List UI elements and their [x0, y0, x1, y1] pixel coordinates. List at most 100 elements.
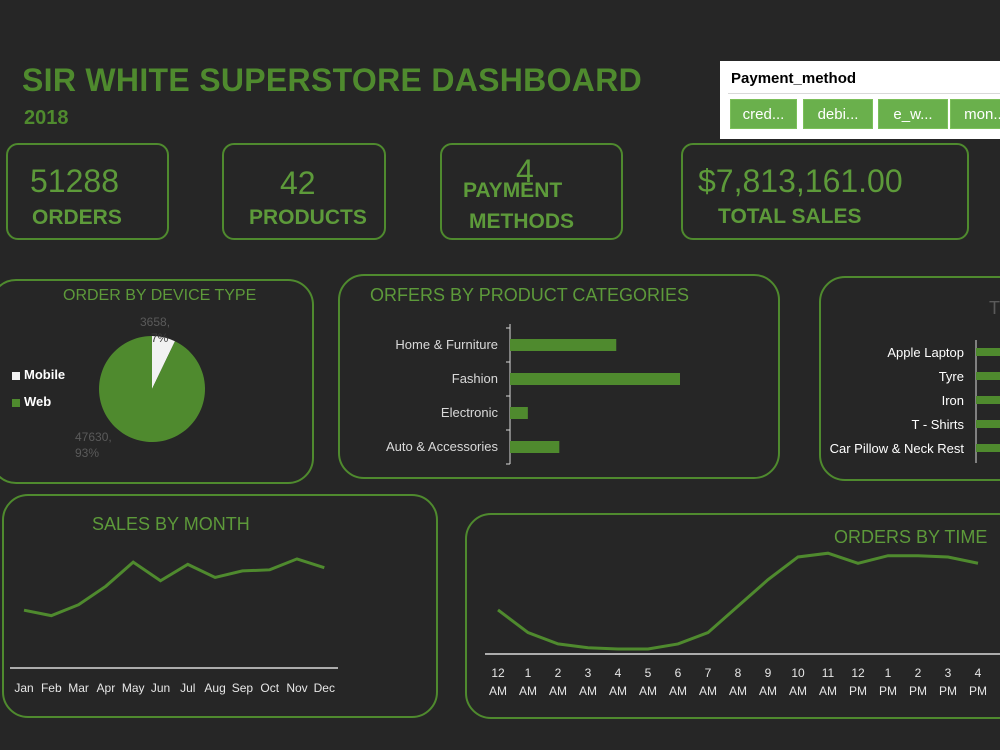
time-label-hour: 12	[491, 666, 505, 680]
month-label: Feb	[41, 681, 62, 695]
month-label: Mar	[68, 681, 89, 695]
time-label-hour: 1	[885, 666, 892, 680]
time-label-period: AM	[639, 684, 657, 698]
time-label-period: AM	[549, 684, 567, 698]
top-product-label: Iron	[942, 393, 964, 408]
sales-by-month-panel: SALES BY MONTH Jan Feb Mar Apr May Jun Jul Aug S…	[2, 494, 438, 718]
category-label: Fashion	[452, 371, 498, 386]
category-bar[interactable]	[510, 407, 528, 419]
kpi-total-sales-card: $7,813,161.00 TOTAL SALES	[681, 143, 969, 240]
kpi-products-value: 42	[280, 165, 316, 201]
category-label: Home & Furniture	[395, 337, 498, 352]
kpi-total-sales-label: TOTAL SALES	[718, 205, 862, 228]
month-label: Aug	[204, 681, 225, 695]
kpi-payment-methods-label-line1: PAYMENT	[463, 179, 563, 202]
time-label-period: PM	[849, 684, 867, 698]
kpi-orders-value: 51288	[30, 163, 119, 199]
product-categories-panel: ORFERS BY PRODUCT CATEGORIES Home & Furn…	[338, 274, 780, 479]
time-label-period: AM	[699, 684, 717, 698]
top-product-bar[interactable]	[976, 396, 1000, 404]
pie-label-mobile: 3658, 7%	[140, 314, 170, 346]
time-label-hour: 2	[915, 666, 922, 680]
dashboard-year: 2018	[24, 107, 69, 129]
kpi-orders-card: 51288 ORDERS	[6, 143, 169, 240]
month-label: May	[122, 681, 145, 695]
time-label-period: AM	[789, 684, 807, 698]
orders-time-line[interactable]	[497, 551, 979, 651]
month-label: Sep	[232, 681, 254, 695]
slicer-button-credit[interactable]: cred...	[730, 99, 797, 129]
time-label-period: AM	[609, 684, 627, 698]
time-label-period: AM	[729, 684, 747, 698]
top-products-svg: Apple Laptop Tyre Iron T - Shirts Car Pillow…	[830, 340, 1000, 463]
month-label: Oct	[260, 681, 279, 695]
time-label-hour: 4	[615, 666, 622, 680]
sales-month-line[interactable]	[23, 557, 325, 618]
category-bar[interactable]	[510, 441, 560, 453]
time-label-hour: 12	[851, 666, 865, 680]
category-label: Auto & Accessories	[386, 439, 498, 454]
legend-mobile-label: Mobile	[24, 367, 66, 382]
category-label: Electronic	[441, 405, 499, 420]
time-label-hour: 10	[791, 666, 805, 680]
time-label-period: PM	[879, 684, 897, 698]
kpi-products-label: PRODUCTS	[249, 206, 367, 229]
time-label-hour: 9	[765, 666, 772, 680]
time-label-period: PM	[939, 684, 957, 698]
top-products-panel: T Apple Laptop Tyre Iron T - Shirts Car Pill…	[819, 276, 1000, 481]
orders-by-time-panel: ORDERS BY TIME 12 AM 1 AM 2 AM 3 AM 4 AM 5 AM 6 AM 7 AM…	[465, 513, 1000, 719]
top-product-label: Car Pillow & Neck Rest	[830, 441, 965, 456]
dashboard-title: SIR WHITE SUPERSTORE DASHBOARD	[22, 62, 643, 98]
legend-web: Web	[12, 394, 51, 409]
product-categories-title: ORFERS BY PRODUCT CATEGORIES	[370, 285, 690, 305]
sales-month-svg: Jan Feb Mar Apr May Jun Jul Aug Sep Oct Nov Dec	[10, 557, 338, 695]
legend-mobile: Mobile	[12, 367, 65, 382]
top-product-bar[interactable]	[976, 372, 1000, 380]
category-bar[interactable]	[510, 373, 680, 385]
pie-label-web: 47630, 93%	[75, 429, 112, 461]
slicer-button-money[interactable]: mon...	[950, 99, 1000, 129]
orders-time-svg: 12AM1AM2AM3AM4AM5AM6AM7AM8AM9AM10AM11AM1…	[485, 551, 1000, 698]
legend-web-swatch	[12, 398, 20, 407]
time-label-period: PM	[969, 684, 987, 698]
time-label-period: AM	[669, 684, 687, 698]
top-product-bar[interactable]	[976, 444, 1000, 452]
sales-by-month-title: SALES BY MONTH	[92, 514, 250, 534]
month-label: Jul	[180, 681, 195, 695]
time-label-period: AM	[489, 684, 507, 698]
month-label: Jun	[151, 681, 170, 695]
top-product-bar[interactable]	[976, 420, 1000, 428]
slicer-button-debit[interactable]: debi...	[803, 99, 873, 129]
top-product-label: Apple Laptop	[887, 345, 964, 360]
legend-web-label: Web	[24, 394, 52, 409]
pie-label-mobile-line1: 3658,	[140, 315, 171, 329]
top-product-bar[interactable]	[976, 348, 1000, 356]
month-label: Nov	[286, 681, 307, 695]
time-label-hour: 4	[975, 666, 982, 680]
time-label-hour: 5	[645, 666, 652, 680]
time-label-hour: 3	[945, 666, 952, 680]
legend-mobile-swatch	[12, 371, 20, 380]
category-bar-svg: Home & Furniture Fashion Electronic Auto & …	[386, 324, 680, 465]
payment-method-slicer: Payment_method cred... debi... e_w... mo…	[720, 61, 1000, 139]
slicer-button-ewallet[interactable]: e_w...	[878, 99, 948, 129]
kpi-products-card: 42 PRODUCTS	[222, 143, 386, 240]
slicer-title: Payment_method	[731, 70, 857, 87]
pie-slice-web[interactable]	[98, 336, 205, 442]
kpi-payment-methods-label-line2: METHODS	[469, 210, 574, 233]
time-label-hour: 8	[735, 666, 742, 680]
pie-label-web-line2: 93%	[75, 446, 100, 460]
kpi-total-sales-value: $7,813,161.00	[698, 163, 903, 199]
pie-label-mobile-line2: 7%	[151, 331, 169, 345]
time-label-period: AM	[579, 684, 597, 698]
time-label-period: AM	[759, 684, 777, 698]
kpi-payment-methods-value: 4	[516, 153, 534, 189]
time-label-hour: 6	[675, 666, 682, 680]
pie-slice-mobile[interactable]	[152, 336, 175, 389]
device-type-panel: ORDER BY DEVICE TYPE Mobile Web 3658, 7%…	[0, 279, 314, 484]
category-bar[interactable]	[510, 339, 617, 351]
time-label-hour: 3	[585, 666, 592, 680]
time-label-period: PM	[909, 684, 927, 698]
kpi-payment-methods-card: 4 PAYMENT METHODS	[440, 143, 623, 240]
time-label-period: AM	[819, 684, 837, 698]
